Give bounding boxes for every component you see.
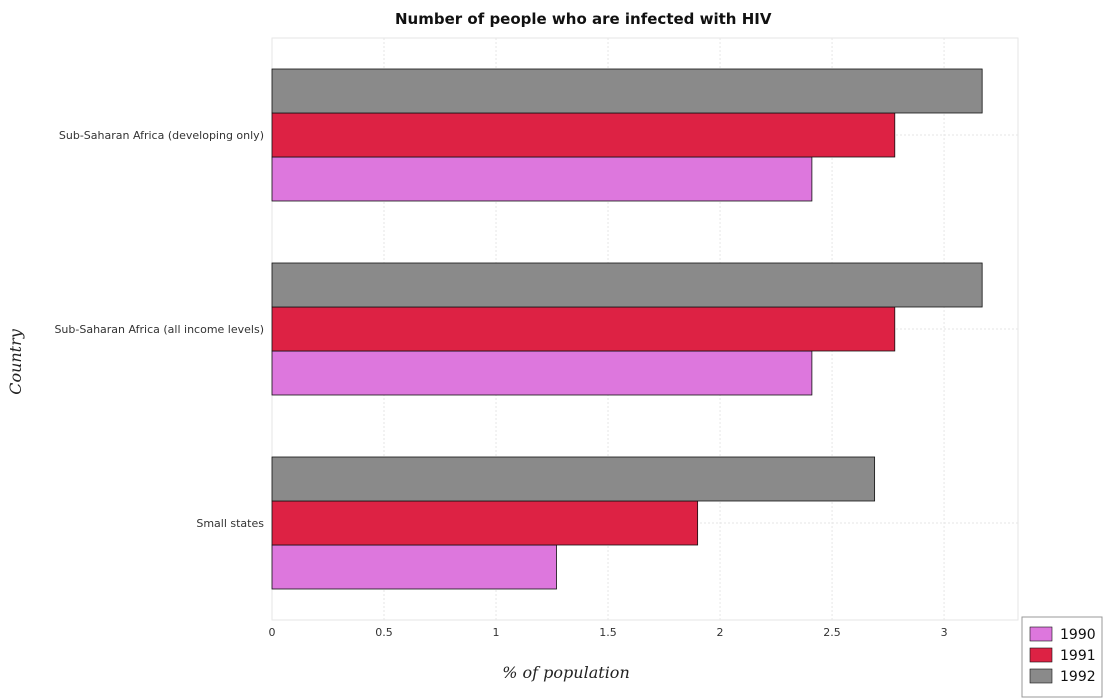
y-tick-labels: Small states Sub-Saharan Africa (all inco… (54, 129, 264, 530)
y-tick-label: Sub-Saharan Africa (developing only) (59, 129, 264, 142)
legend-swatch-1992 (1029, 668, 1053, 684)
x-tick-labels: 0 0.5 1 1.5 2 2.5 3 (269, 626, 948, 639)
bar-1990 (271, 350, 813, 396)
bar-1990 (271, 544, 557, 590)
bar-1990 (271, 156, 813, 202)
legend-swatch-1990 (1029, 626, 1053, 642)
x-tick-label: 0.5 (375, 626, 393, 639)
bar-1992 (271, 68, 983, 114)
x-tick-label: 2 (717, 626, 724, 639)
bar-1992 (271, 456, 876, 502)
bars (271, 68, 983, 590)
bar-1992 (271, 262, 983, 308)
legend-label-1991: 1991 (1060, 648, 1096, 664)
legend-label-1992: 1992 (1060, 669, 1096, 685)
legend: 1990 1991 1992 (1021, 616, 1103, 698)
chart-title: Number of people who are infected with H… (395, 10, 772, 28)
legend-label-1990: 1990 (1060, 627, 1096, 643)
x-tick-label: 1.5 (599, 626, 617, 639)
y-axis-label: Country (6, 328, 25, 395)
x-tick-label: 0 (269, 626, 276, 639)
legend-swatch-1991 (1029, 647, 1053, 663)
bar-1991 (271, 500, 699, 546)
x-tick-label: 2.5 (823, 626, 841, 639)
y-tick-label: Small states (196, 517, 264, 530)
x-axis-label: % of population (502, 663, 630, 682)
bar-1991 (271, 306, 896, 352)
bar-1991 (271, 112, 896, 158)
x-tick-label: 1 (493, 626, 500, 639)
y-tick-label: Sub-Saharan Africa (all income levels) (54, 323, 264, 336)
x-tick-label: 3 (941, 626, 948, 639)
